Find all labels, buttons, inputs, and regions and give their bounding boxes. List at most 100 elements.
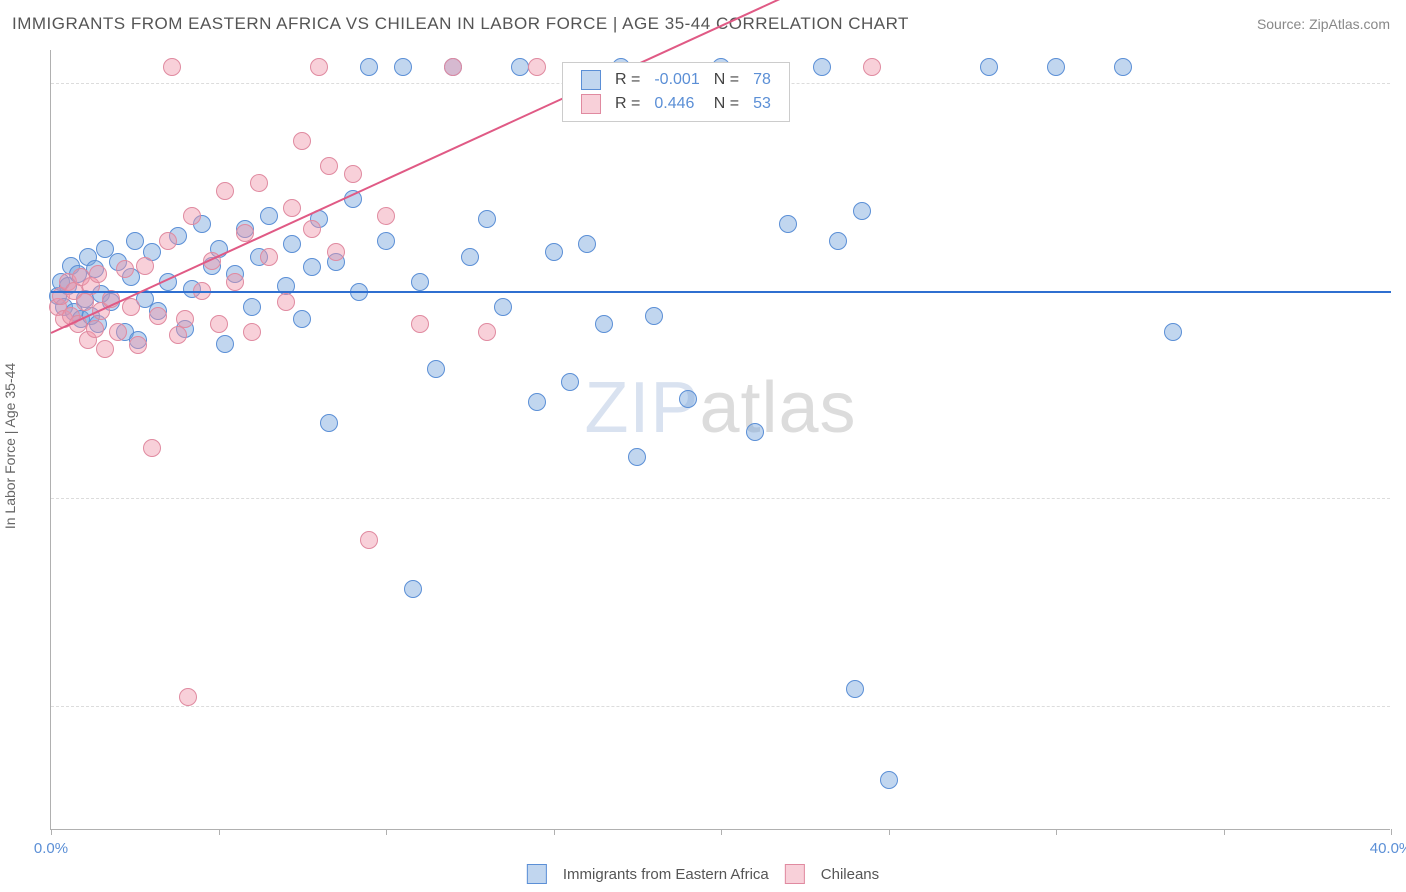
x-tick <box>1224 829 1225 835</box>
data-point <box>303 258 321 276</box>
trend-line <box>51 0 1392 334</box>
data-point <box>129 336 147 354</box>
x-tick <box>721 829 722 835</box>
data-point <box>283 199 301 217</box>
legend-row: R =0.446N =53 <box>575 93 777 115</box>
data-point <box>528 393 546 411</box>
data-point <box>1114 58 1132 76</box>
data-point <box>679 390 697 408</box>
legend-swatch <box>785 864 805 884</box>
chart-title: IMMIGRANTS FROM EASTERN AFRICA VS CHILEA… <box>12 14 909 34</box>
data-point <box>260 207 278 225</box>
legend-swatch <box>581 70 601 90</box>
data-point <box>303 220 321 238</box>
data-point <box>179 688 197 706</box>
watermark: ZIPatlas <box>584 367 856 449</box>
data-point <box>216 335 234 353</box>
data-point <box>210 315 228 333</box>
data-point <box>360 531 378 549</box>
y-axis-label: In Labor Force | Age 35-44 <box>2 363 18 529</box>
data-point <box>183 207 201 225</box>
data-point <box>143 439 161 457</box>
data-point <box>216 182 234 200</box>
data-point <box>545 243 563 261</box>
data-point <box>1164 323 1182 341</box>
legend-swatch <box>527 864 547 884</box>
x-tick <box>386 829 387 835</box>
x-tick <box>1391 829 1392 835</box>
scatter-plot: ZIPatlas 62.5%87.5%0.0%40.0% <box>50 50 1390 830</box>
gridline <box>51 706 1390 707</box>
data-point <box>310 58 328 76</box>
x-tick <box>51 829 52 835</box>
data-point <box>980 58 998 76</box>
data-point <box>86 320 104 338</box>
data-point <box>260 248 278 266</box>
x-tick <box>889 829 890 835</box>
legend-label: Immigrants from Eastern Africa <box>563 866 769 883</box>
data-point <box>327 243 345 261</box>
data-point <box>478 323 496 341</box>
data-point <box>293 310 311 328</box>
data-point <box>360 58 378 76</box>
data-point <box>829 232 847 250</box>
data-point <box>163 58 181 76</box>
trend-line <box>51 291 1391 293</box>
legend-label: Chileans <box>821 866 879 883</box>
gridline <box>51 498 1390 499</box>
data-point <box>813 58 831 76</box>
data-point <box>96 340 114 358</box>
data-point <box>116 260 134 278</box>
data-point <box>1047 58 1065 76</box>
x-tick <box>219 829 220 835</box>
watermark-atlas: atlas <box>699 368 856 448</box>
data-point <box>595 315 613 333</box>
data-point <box>243 323 261 341</box>
correlation-legend: R =-0.001N =78R =0.446N =53 <box>562 62 790 122</box>
data-point <box>528 58 546 76</box>
data-point <box>176 310 194 328</box>
data-point <box>404 580 422 598</box>
x-tick-label: 40.0% <box>1370 840 1406 857</box>
r-value: 0.446 <box>648 93 705 115</box>
n-label: N = <box>708 93 745 115</box>
data-point <box>159 232 177 250</box>
data-point <box>645 307 663 325</box>
data-point <box>863 58 881 76</box>
data-point <box>149 307 167 325</box>
data-point <box>427 360 445 378</box>
x-tick-label: 0.0% <box>34 840 68 857</box>
data-point <box>250 174 268 192</box>
data-point <box>226 273 244 291</box>
data-point <box>243 298 261 316</box>
data-point <box>109 323 127 341</box>
data-point <box>169 326 187 344</box>
source-attribution: Source: ZipAtlas.com <box>1257 16 1390 32</box>
data-point <box>277 293 295 311</box>
data-point <box>578 235 596 253</box>
data-point <box>411 315 429 333</box>
data-point <box>511 58 529 76</box>
legend-swatch <box>581 94 601 114</box>
data-point <box>880 771 898 789</box>
data-point <box>411 273 429 291</box>
data-point <box>126 232 144 250</box>
r-label: R = <box>609 93 646 115</box>
data-point <box>122 298 140 316</box>
data-point <box>846 680 864 698</box>
n-value: 53 <box>747 93 777 115</box>
data-point <box>293 132 311 150</box>
data-point <box>561 373 579 391</box>
y-tick-label: 62.5% <box>1395 697 1406 714</box>
n-value: 78 <box>747 69 777 91</box>
r-label: R = <box>609 69 646 91</box>
data-point <box>136 257 154 275</box>
data-point <box>394 58 412 76</box>
data-point <box>377 232 395 250</box>
data-point <box>89 265 107 283</box>
x-tick <box>1056 829 1057 835</box>
data-point <box>628 448 646 466</box>
legend-row: R =-0.001N =78 <box>575 69 777 91</box>
data-point <box>444 58 462 76</box>
data-point <box>478 210 496 228</box>
